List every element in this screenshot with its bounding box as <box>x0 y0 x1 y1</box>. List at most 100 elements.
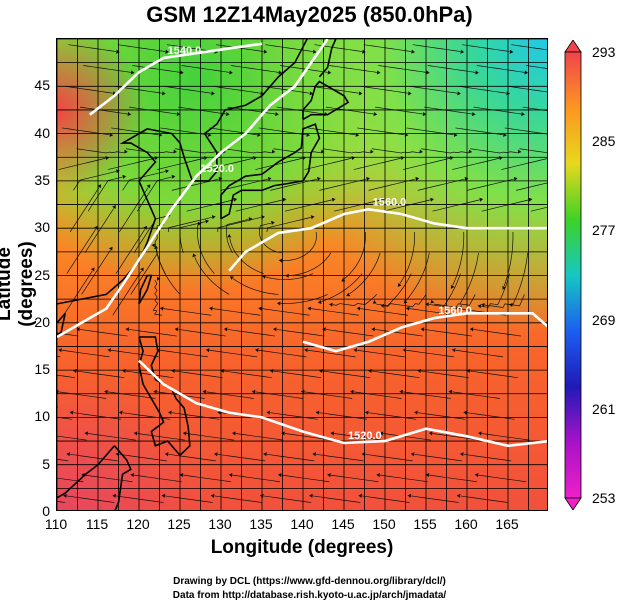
streamline-arrowhead <box>275 112 279 117</box>
streamline <box>178 106 227 115</box>
streamline-arrowhead <box>426 70 430 75</box>
y-tick-label: 45 <box>34 77 50 94</box>
streamline <box>383 433 431 441</box>
streamline <box>111 349 159 358</box>
streamline-arrowhead <box>165 169 169 174</box>
y-tick-label: 5 <box>42 455 50 472</box>
streamline-arrowhead <box>112 493 116 498</box>
streamline <box>402 391 451 399</box>
colorbar-tick-label: 285 <box>592 133 616 150</box>
streamline-arrowhead <box>469 327 474 332</box>
streamline <box>137 433 185 441</box>
streamline-arrowhead <box>112 91 117 96</box>
streamline-arrowhead <box>478 431 482 436</box>
streamline <box>428 273 461 307</box>
streamline-arrowhead <box>468 149 473 154</box>
streamline-arrowhead <box>84 431 89 436</box>
streamline <box>402 157 451 170</box>
streamline-arrowhead <box>179 472 184 478</box>
streamline-arrowhead <box>327 70 332 75</box>
streamline <box>452 157 500 170</box>
streamline <box>163 308 212 316</box>
streamline <box>112 270 142 316</box>
streamline <box>76 370 125 379</box>
y-tick-label: 40 <box>34 124 50 141</box>
streamline <box>411 495 459 503</box>
streamline <box>452 391 500 399</box>
streamline <box>432 433 481 441</box>
x-tick-label: 120 <box>126 516 150 532</box>
streamline-arrowhead <box>277 472 282 478</box>
streamline-arrowhead <box>97 184 102 189</box>
streamline <box>178 329 226 337</box>
streamline <box>160 349 208 358</box>
streamline-arrowhead <box>211 91 215 96</box>
streamline <box>368 412 417 420</box>
streamline-arrowhead <box>477 304 482 309</box>
streamline <box>329 65 377 73</box>
streamline <box>507 85 547 93</box>
streamline <box>209 349 258 358</box>
streamline <box>57 374 76 379</box>
streamline <box>360 85 409 94</box>
streamline-arrowhead <box>481 302 485 307</box>
streamline <box>232 278 279 295</box>
streamline-arrowhead <box>251 389 256 394</box>
streamline <box>84 474 133 483</box>
streamline <box>163 85 212 94</box>
colorbar-gradient <box>564 51 582 499</box>
streamline <box>353 157 401 170</box>
contour-label: 1540.0 <box>168 45 202 57</box>
streamline-arrowhead <box>258 306 262 311</box>
streamline-arrowhead <box>430 197 434 202</box>
streamline <box>330 474 379 483</box>
streamline <box>270 412 318 420</box>
streamline <box>224 148 272 154</box>
streamline <box>79 106 128 115</box>
streamline-arrowhead <box>312 49 317 54</box>
streamline-arrowhead <box>358 493 362 498</box>
streamline <box>165 495 213 503</box>
streamline <box>375 106 423 115</box>
streamline-arrowhead <box>371 327 376 332</box>
colorbar-bottom-arrow <box>564 497 582 510</box>
contour-label: 1520.0 <box>200 163 234 175</box>
streamline <box>421 148 469 154</box>
streamline-arrowhead <box>171 174 176 179</box>
lat-lon-grid <box>57 39 547 510</box>
streamline <box>470 148 518 154</box>
streamline <box>132 65 181 73</box>
coastline <box>57 445 116 499</box>
streamline <box>129 329 177 337</box>
streamline-arrowhead <box>229 276 234 280</box>
x-tick-label: 155 <box>413 516 437 532</box>
streamline <box>125 370 174 379</box>
streamline <box>409 85 458 94</box>
x-tick-label: 135 <box>249 516 273 532</box>
streamline-arrowhead <box>307 306 312 311</box>
streamline-arrowhead <box>312 452 317 457</box>
streamline <box>174 370 223 379</box>
streamline <box>259 222 282 254</box>
streamline-arrowhead <box>408 91 412 96</box>
streamline-arrowhead <box>176 112 181 117</box>
streamline-arrowhead <box>353 348 358 353</box>
streamline <box>522 106 547 111</box>
streamline-arrowhead <box>310 215 315 220</box>
streamline-arrowhead <box>254 348 259 353</box>
streamline-arrowhead <box>66 452 71 457</box>
streamline-arrowhead <box>346 292 351 297</box>
streamline-arrowhead <box>376 472 380 478</box>
streamline-arrowhead <box>464 176 469 181</box>
credit-dcl: Drawing by DCL (https://www.gfd-dennou.o… <box>173 576 446 587</box>
streamline <box>316 453 364 462</box>
streamline <box>273 370 322 379</box>
streamline-arrowhead <box>475 70 479 75</box>
streamline <box>265 44 313 52</box>
contour-1560 <box>302 312 547 353</box>
streamline-arrowhead <box>146 184 151 189</box>
streamline <box>69 187 100 233</box>
streamline <box>353 391 402 399</box>
streamline-arrowhead <box>276 301 281 306</box>
streamline-arrowhead <box>162 91 166 96</box>
